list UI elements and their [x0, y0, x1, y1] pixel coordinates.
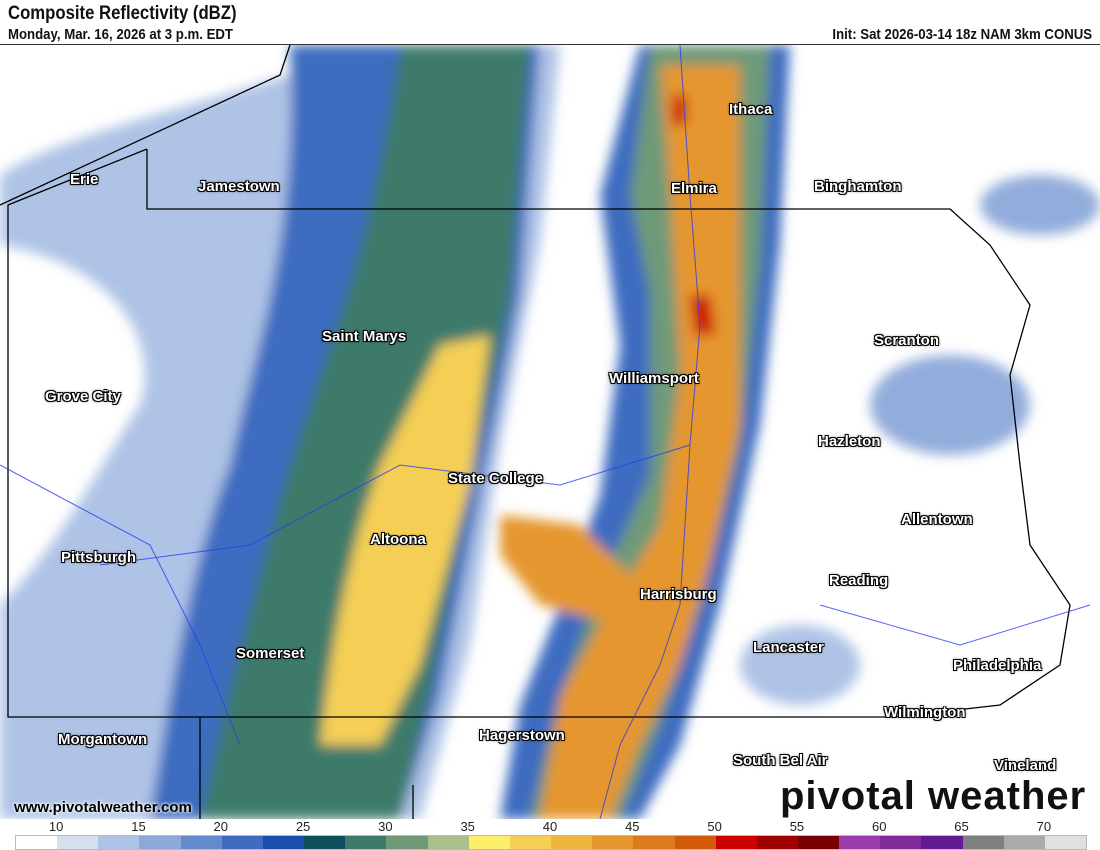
pivotal-weather-logo: pivotal weather	[780, 774, 1087, 818]
colorbar-swatch	[921, 836, 963, 849]
colorbar-tick-label: 45	[625, 819, 640, 834]
valid-time: Monday, Mar. 16, 2026 at 3 p.m. EDT	[8, 26, 233, 43]
yellow-band	[320, 335, 490, 745]
city-label: Allentown	[901, 511, 973, 528]
rivers	[0, 45, 1091, 819]
city-label: Binghamton	[814, 178, 902, 195]
colorbar-tick-label: 35	[460, 819, 475, 834]
colorbar-swatch	[1044, 836, 1087, 849]
colorbar-swatch	[551, 836, 593, 849]
city-label: Philadelphia	[953, 657, 1042, 674]
city-label: Vineland	[994, 757, 1057, 774]
colorbar-tick-label: 25	[295, 819, 311, 834]
colorbar-tick-label: 60	[871, 819, 887, 834]
colorbar-swatch	[16, 836, 58, 849]
green-band	[200, 45, 530, 819]
orange-band	[540, 65, 740, 819]
city-label: Lancaster	[753, 639, 824, 656]
watermark-url: www.pivotalweather.com	[14, 799, 192, 816]
city-label: Altoona	[370, 531, 426, 548]
init-time: Init: Sat 2026-03-14 18z NAM 3km CONUS	[832, 26, 1092, 43]
colorbar-swatch	[797, 836, 840, 849]
colorbar-tick-label: 20	[213, 819, 228, 834]
colorbar-tick-label: 15	[131, 819, 146, 834]
city-label: State College	[448, 470, 544, 487]
city-label: Pittsburgh	[61, 549, 136, 566]
colorbar-tick-label: 65	[954, 819, 969, 834]
colorbar	[15, 835, 1087, 850]
colorbar-swatch	[221, 836, 263, 849]
colorbar-swatch	[304, 836, 346, 849]
radar-map[interactable]: Erie Jamestown Ithaca Elmira Binghamton …	[0, 44, 1100, 819]
colorbar-tick-label: 55	[789, 819, 805, 834]
colorbar-swatch	[98, 836, 140, 849]
city-label: Hagerstown	[479, 727, 565, 744]
colorbar-tick-label: 70	[1036, 819, 1052, 834]
colorbar-tick-label: 50	[707, 819, 722, 834]
state-borders	[0, 45, 1071, 819]
colorbar-swatch	[427, 836, 469, 849]
city-label: Jamestown	[198, 178, 280, 195]
colorbar-swatch	[962, 836, 1004, 849]
city-label: Erie	[70, 171, 99, 188]
city-label: Ithaca	[729, 101, 773, 118]
city-label: Hazleton	[818, 433, 881, 450]
orange-cluster	[500, 515, 640, 625]
colorbar-swatch	[674, 836, 716, 849]
colorbar-tick-label: 10	[48, 819, 64, 834]
city-label: Morgantown	[58, 731, 148, 748]
colorbar-swatch	[880, 836, 922, 849]
colorbar-swatch	[139, 836, 181, 849]
colorbar-swatch	[633, 836, 675, 849]
city-label: Wilmington	[884, 704, 966, 721]
red-core-north	[672, 95, 686, 125]
colorbar-swatch	[592, 836, 634, 849]
colorbar-swatch	[57, 836, 99, 849]
reflectivity-field	[0, 45, 1100, 819]
city-label: Harrisburg	[640, 586, 717, 603]
colorbar-ticks: 10 15 20 25 30 35 40 45 50 55 60 65 70	[0, 819, 1100, 835]
city-label: Scranton	[874, 332, 940, 349]
colorbar-swatch	[756, 836, 798, 849]
colorbar-tick-label: 40	[542, 819, 558, 834]
colorbar-swatch	[262, 836, 305, 849]
city-label: Elmira	[671, 180, 717, 197]
colorbar-swatch	[839, 836, 881, 849]
city-label: South Bel Air	[733, 752, 828, 769]
city-label: Williamsport	[609, 370, 699, 387]
colorbar-swatch	[509, 836, 552, 849]
colorbar-swatch	[345, 836, 387, 849]
city-label: Somerset	[236, 645, 305, 662]
colorbar-swatch	[180, 836, 222, 849]
colorbar-swatch	[386, 836, 428, 849]
red-core	[690, 295, 715, 335]
city-label: Reading	[829, 572, 889, 589]
colorbar-swatch	[468, 836, 510, 849]
colorbar-tick-label: 30	[378, 819, 393, 834]
city-label: Grove City	[45, 388, 121, 405]
colorbar-swatch	[1003, 836, 1045, 849]
city-label: Saint Marys	[322, 328, 407, 345]
map-title: Composite Reflectivity (dBZ)	[8, 3, 237, 24]
colorbar-swatch	[715, 836, 757, 849]
